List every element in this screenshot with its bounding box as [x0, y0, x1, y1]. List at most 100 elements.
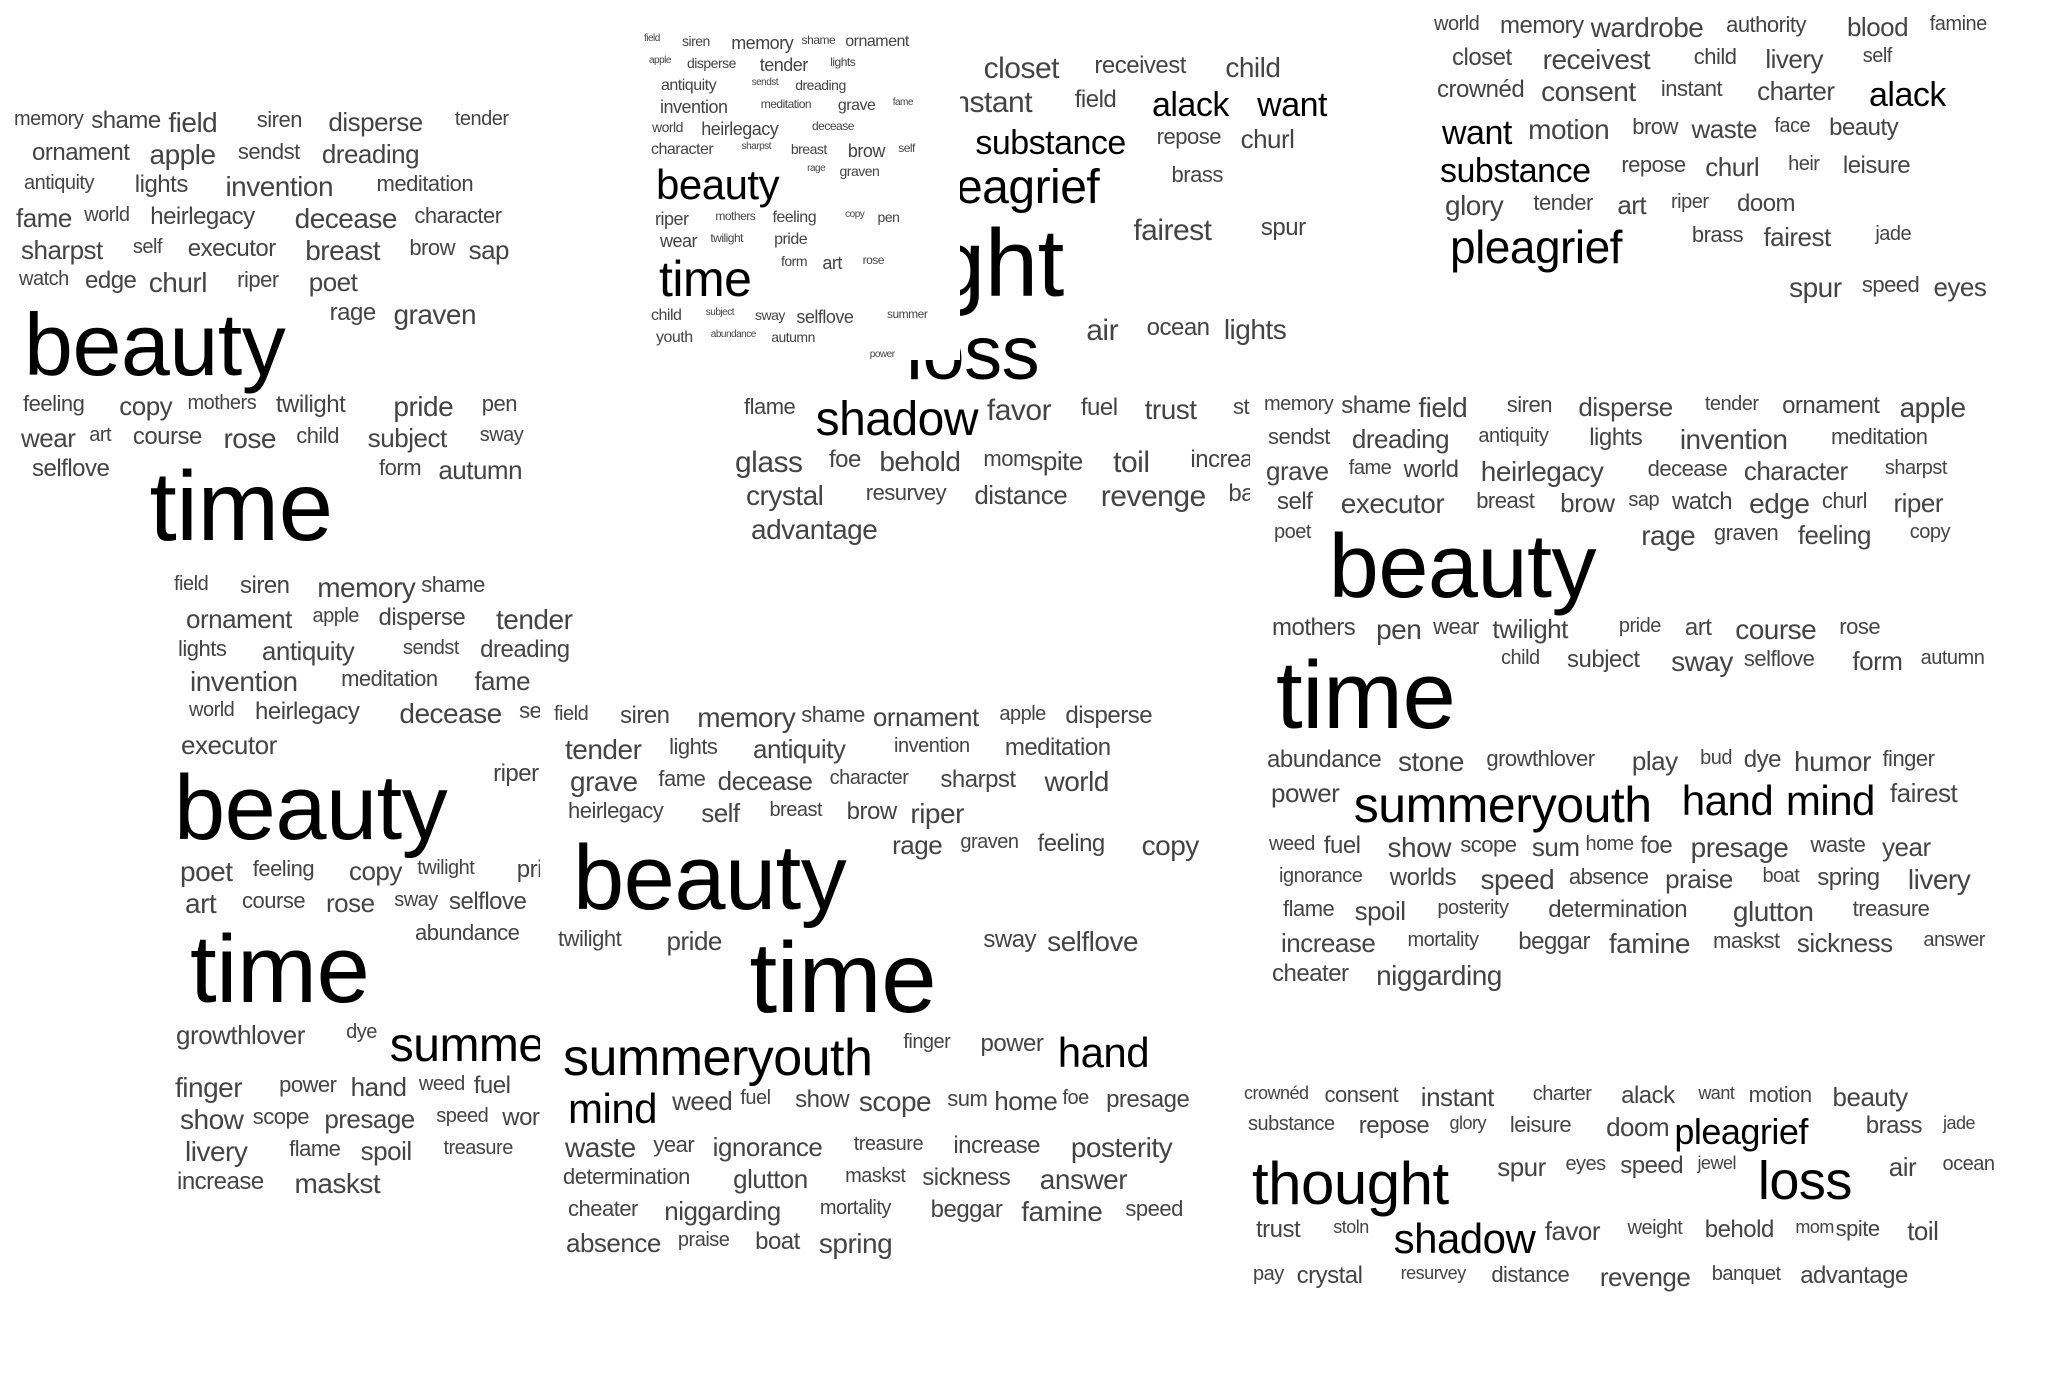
cloud-word: time [190, 916, 370, 1023]
cloud-word: field [644, 33, 660, 44]
cloud-word: mothers [715, 209, 756, 223]
cloud-word: toil [1113, 446, 1150, 479]
cloud-word: weed [672, 1086, 733, 1116]
cloud-word: revenge [1100, 480, 1206, 513]
cloud-word: child [296, 423, 339, 448]
cloud-word: cheater [1272, 960, 1349, 987]
cloud-word: selflove [32, 455, 110, 482]
cloud-word: repose [1358, 1112, 1430, 1139]
cloud-word: riper [655, 209, 689, 229]
cloud-word: riper [910, 798, 964, 829]
cloud-word: advantage [1800, 1262, 1908, 1289]
cloud-word: sway [1671, 646, 1733, 677]
cloud-word: wear [660, 231, 698, 251]
cloud-word: copy [845, 209, 865, 220]
cloud-word: memory [1264, 393, 1334, 415]
cloud-word: graven [1713, 520, 1779, 545]
cloud-word: twilight [558, 926, 622, 951]
cloud-word: resurvey [865, 480, 947, 505]
cloud-word: power [279, 1072, 337, 1097]
cloud-word: famine [1021, 1196, 1103, 1227]
cloud-word: alack [1869, 76, 1946, 114]
cloud-word: apple [999, 703, 1046, 725]
cloud-word: treasure [853, 1133, 924, 1155]
cloud-word: tender [496, 604, 573, 635]
cloud-word: beauty [573, 827, 847, 929]
cloud-word: disperse [1578, 392, 1673, 422]
cloud-word: finger [175, 1072, 243, 1103]
cloud-word: finger [903, 1031, 951, 1053]
cloud-word: fame [892, 97, 914, 108]
cloud-word: feeling [252, 856, 315, 881]
cloud-word: character [829, 767, 909, 789]
cloud-word: churl [1705, 152, 1760, 182]
cloud-word: famine [1929, 13, 1988, 35]
cloud-word: fuel [473, 1072, 511, 1099]
cloud-word: favor [986, 394, 1052, 427]
cloud-word: lights [1223, 314, 1287, 345]
cloud-word: shame [1341, 392, 1411, 419]
cloud-word: shame [801, 702, 865, 727]
cloud-word: speed [1861, 272, 1920, 297]
cloud-word: self [132, 236, 163, 258]
cloud-word: wardrobe [1590, 12, 1704, 43]
cloud-word: twilight [275, 391, 346, 418]
cloud-word: graven [393, 299, 477, 330]
cloud-word: art [1684, 614, 1712, 641]
cloud-word: spur [1260, 214, 1306, 241]
cloud-word: summer [563, 1029, 748, 1087]
cloud-word: ornament [845, 33, 909, 50]
cloud-word: fuel [1080, 394, 1118, 421]
cloud-word: mothers [187, 392, 257, 414]
cloud-word: rose [862, 253, 885, 267]
cloud-word: posterity [1070, 1132, 1173, 1163]
cloud-word: invention [1679, 424, 1788, 455]
cloud-word: grave [1266, 456, 1329, 486]
cloud-word: eyes [1933, 272, 1987, 302]
cloud-word: poet [1274, 521, 1311, 543]
cloud-word: child [1693, 44, 1737, 69]
cloud-word: jade [1942, 1113, 1976, 1133]
cloud-word: meditation [1830, 424, 1928, 449]
cloud-word: disperse [378, 604, 466, 631]
cloud-word: summer [887, 307, 928, 321]
cloud-word: sum [947, 1086, 988, 1111]
cloud-word: posterity [1437, 897, 1509, 919]
cloud-word: resurvey [1400, 1263, 1467, 1283]
cloud-word: sharpst [940, 766, 1016, 793]
cloud-word: memory [317, 572, 416, 603]
cloud-word: trust [1256, 1216, 1301, 1243]
cloud-word: antiquity [1478, 425, 1549, 447]
cloud-word: pride [666, 926, 723, 956]
cloud-word: rage [892, 830, 943, 860]
cloud-word: pen [1376, 614, 1422, 645]
cloud-word: dreading [480, 636, 570, 663]
cloud-word: fairest [1133, 214, 1212, 247]
cloud-word: absence [566, 1228, 661, 1258]
cloud-word: fuel [740, 1087, 771, 1109]
cloud-word: shame [801, 33, 836, 47]
cloud-word: waste [565, 1132, 636, 1163]
cloud-word: speed [1125, 1196, 1183, 1221]
cloud-word: hand [1681, 777, 1774, 824]
cloud-word: memory [14, 108, 84, 130]
cloud-word: subject [1567, 646, 1640, 673]
cloud-word: antiquity [24, 172, 95, 194]
cloud-word: power [1271, 778, 1340, 808]
cloud-word: ornament [872, 702, 979, 732]
cloud-word: doom [1737, 190, 1796, 217]
cloud-word: banquet [1711, 1263, 1781, 1285]
cloud-word: repose [1621, 152, 1686, 177]
cloud-word: instant [1660, 76, 1723, 101]
cloud-word: course [242, 888, 306, 913]
cloud-word: antiquity [261, 636, 355, 666]
cloud-word: feeling [23, 391, 85, 416]
cloud-word: pleagrief [1450, 221, 1622, 273]
cloud-word: riper [493, 760, 539, 787]
cloud-word: motion [1528, 114, 1610, 145]
cloud-word: dreading [321, 139, 420, 169]
cloud-word: brass [1171, 162, 1224, 187]
cloud-word: spoil [1354, 896, 1406, 926]
cloud-word: poet [308, 267, 358, 297]
cloud-word: tender [1533, 190, 1593, 215]
